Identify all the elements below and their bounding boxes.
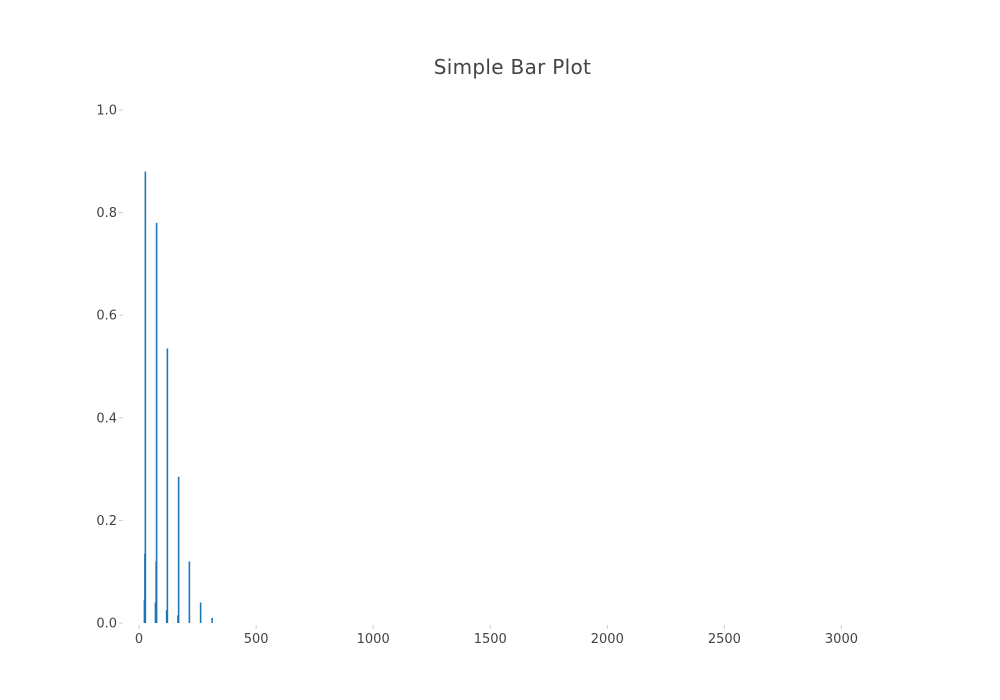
x-tick-label: 2500: [708, 632, 741, 647]
bar: [211, 617, 213, 623]
bar: [177, 476, 180, 623]
y-tick-label: 0.6: [96, 309, 117, 324]
bar: [166, 348, 169, 623]
y-tick-label: 0.0: [96, 617, 117, 632]
bar: [144, 171, 147, 623]
y-tick-label: 0.2: [96, 514, 117, 529]
x-axis: 0 500 1000 1500 2000 2500 3000: [135, 625, 858, 647]
x-tick-label: 3000: [825, 632, 858, 647]
x-tick-label: 2000: [591, 632, 624, 647]
bar: [155, 222, 158, 624]
x-tick-label: 1000: [357, 632, 390, 647]
x-tick-label: 1500: [474, 632, 507, 647]
bar: [188, 561, 191, 623]
x-tick-label: 0: [135, 632, 143, 647]
y-tick-label: 0.4: [96, 411, 117, 426]
chart-title: Simple Bar Plot: [433, 55, 592, 79]
bars-group: [143, 171, 213, 624]
y-tick-label: 1.0: [96, 104, 117, 119]
y-tick-label: 0.8: [96, 206, 117, 221]
y-axis: 0.0 0.2 0.4 0.6 0.8 1.0: [96, 104, 123, 632]
bar: [199, 602, 202, 623]
x-tick-label: 500: [244, 632, 269, 647]
